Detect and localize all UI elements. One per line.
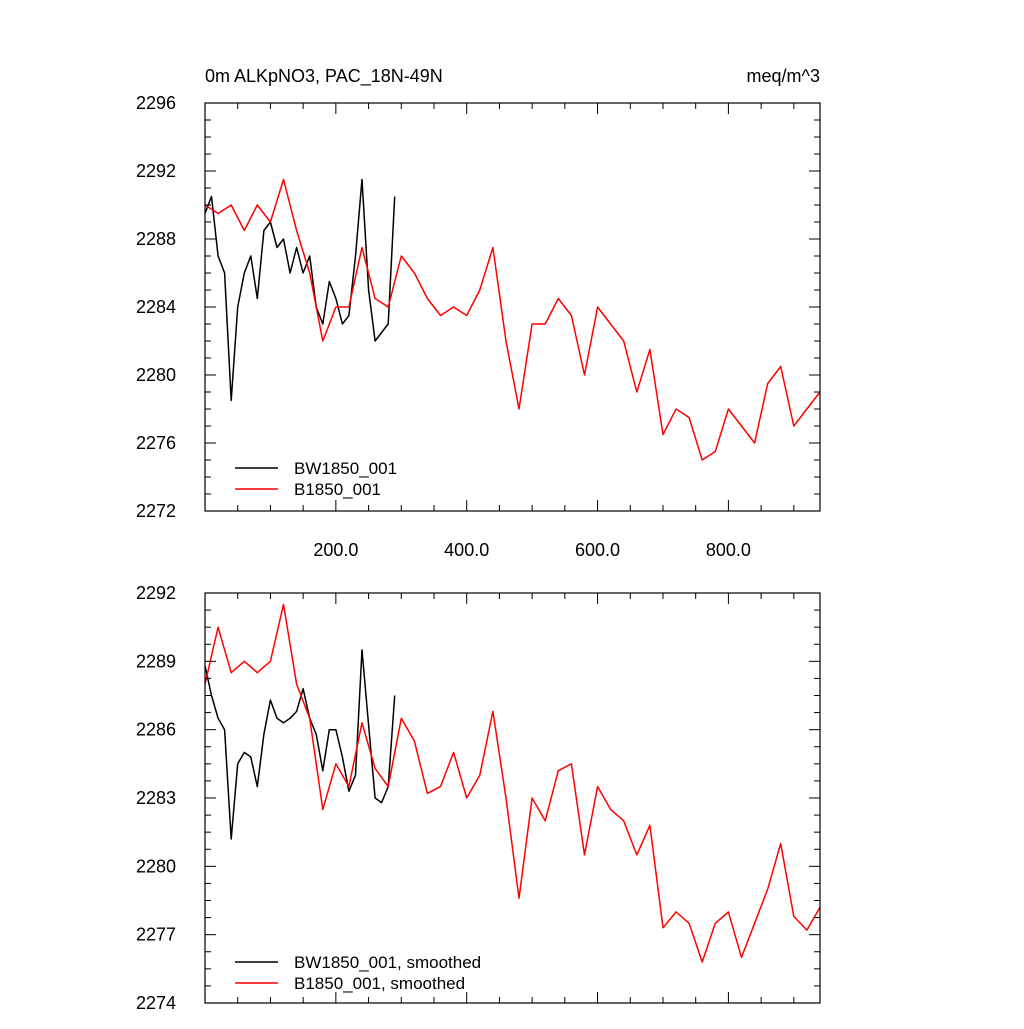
top-chart-series bbox=[204, 178, 821, 461]
y-tick-label: 2292 bbox=[136, 161, 176, 181]
y-tick-label: 2277 bbox=[136, 925, 176, 945]
legend-label-1: BW1850_001 bbox=[294, 459, 397, 478]
plot-frame bbox=[204, 102, 821, 512]
bottom-chart-series bbox=[204, 603, 821, 963]
x-tick-label: 800.0 bbox=[706, 540, 751, 560]
y-tick-label: 2296 bbox=[136, 93, 176, 113]
y-tick-label: 2289 bbox=[136, 651, 176, 671]
y-tick-label: 2292 bbox=[136, 583, 176, 603]
bottom-chart-legend: BW1850_001, smoothed B1850_001, smoothed bbox=[235, 953, 481, 993]
legend-label-2: B1850_001 bbox=[294, 480, 381, 499]
y-tick-label: 2272 bbox=[136, 501, 176, 521]
y-tick-label: 2284 bbox=[136, 297, 176, 317]
plot-frame bbox=[204, 592, 821, 1004]
x-tick-label: 600.0 bbox=[575, 540, 620, 560]
series-line-2 bbox=[204, 178, 821, 461]
y-tick-label: 2288 bbox=[136, 229, 176, 249]
chart-units: meq/m^3 bbox=[747, 66, 820, 86]
series-line-1 bbox=[204, 649, 396, 840]
legend-label-2: B1850_001, smoothed bbox=[294, 974, 465, 993]
series-line-1 bbox=[204, 178, 396, 402]
y-tick-label: 2280 bbox=[136, 365, 176, 385]
bottom-chart-panel: 2274 2277 2280 2283 2286 2289 2292 BW1850_001,… bbox=[136, 583, 821, 1013]
y-tick-label: 2280 bbox=[136, 856, 176, 876]
legend-label-1: BW1850_001, smoothed bbox=[294, 953, 481, 972]
x-tick-label: 400.0 bbox=[444, 540, 489, 560]
y-tick-label: 2283 bbox=[136, 788, 176, 808]
y-tick-label: 2274 bbox=[136, 993, 176, 1013]
series-line-2 bbox=[204, 603, 821, 963]
y-tick-label: 2276 bbox=[136, 433, 176, 453]
top-chart-legend: BW1850_001 B1850_001 bbox=[235, 459, 397, 499]
top-chart-panel: 0m ALKpNO3, PAC_18N-49N meq/m^3 2272 2276… bbox=[136, 66, 821, 560]
x-tick-label: 200.0 bbox=[313, 540, 358, 560]
y-tick-label: 2286 bbox=[136, 720, 176, 740]
chart-title: 0m ALKpNO3, PAC_18N-49N bbox=[205, 66, 443, 87]
bottom-chart-axes: 2274 2277 2280 2283 2286 2289 2292 bbox=[136, 583, 821, 1013]
top-chart-axes: 2272 2276 2280 2284 2288 2292 2296 200.0 400.0 60… bbox=[136, 93, 821, 560]
